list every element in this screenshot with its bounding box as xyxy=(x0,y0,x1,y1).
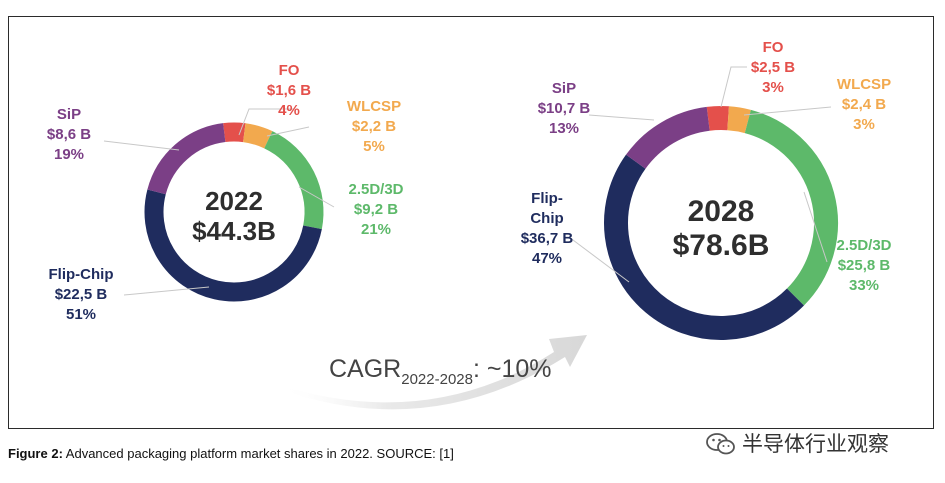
donut-2028-leader-wlcsp xyxy=(743,106,832,116)
donut-2028-slice-sip xyxy=(626,106,711,169)
donut-2022-label-flip-chip: Flip-Chip $22,5 B 51% xyxy=(49,266,114,323)
donut-2028-label-flip-chip: Flip-Chip $36,7 B 47% xyxy=(521,190,574,267)
donut-2028-leader-flip-chip xyxy=(568,236,630,283)
cagr-prefix: CAGR xyxy=(329,355,401,383)
donut-2028-leader-fo xyxy=(720,66,747,108)
cagr-suffix: : ~10% xyxy=(473,355,552,383)
donut-2022-leader-flip-chip xyxy=(123,286,210,296)
caption-text: Advanced packaging platform market share… xyxy=(62,446,454,461)
figure-caption: Figure 2: Advanced packaging platform ma… xyxy=(8,446,454,461)
cagr-arrow xyxy=(279,335,587,410)
donut-2028-center-value: $78.6B xyxy=(673,229,770,262)
wechat-icon xyxy=(706,433,735,455)
donut-2028-leader-sip xyxy=(588,114,655,121)
donut-2028-center-year: 2028 xyxy=(688,195,755,228)
figure-frame: 2022 $44.3B FO $1,6 B 4% WLCSP $2,2 B 5% 2.5D/3D… xyxy=(8,16,934,429)
watermark-text: 半导体行业观察 xyxy=(742,432,889,456)
cagr-label: CAGR2022-2028: ~10% xyxy=(329,355,552,388)
donut-2022-center-year: 2022 xyxy=(205,186,263,216)
donut-2028-leader-2-5d-3d xyxy=(803,191,828,263)
donut-2022-slice-2-5d-3d xyxy=(263,131,324,230)
donut-2028-slice-2-5d-3d xyxy=(744,109,838,306)
donut-2022-leader-sip xyxy=(103,140,180,151)
chart-canvas: 2022$44.3B FO $1,6 B 4% WLCSP $2,2 B 5% 2.5D/3D… xyxy=(47,39,892,410)
donut-2022-label-wlcsp: WLCSP $2,2 B 5% xyxy=(347,98,401,155)
caption-label: Figure 2: xyxy=(8,446,63,461)
donut-2028-label-sip: SiP $10,7 B 13% xyxy=(538,80,591,137)
donut-2022-label-2-5d-3d: 2.5D/3D $9,2 B 21% xyxy=(348,181,403,238)
donut-2022-leader-fo xyxy=(238,108,294,136)
donut-2028-slice-flip-chip xyxy=(604,154,804,340)
donut-2028-label-wlcsp: WLCSP $2,4 B 3% xyxy=(837,76,891,133)
donut-2022-leader-wlcsp xyxy=(266,126,310,137)
donut-2022-slice-wlcsp xyxy=(242,123,273,149)
donut-2028-slice-wlcsp xyxy=(727,106,751,134)
donut-2022-label-fo: FO $1,6 B 4% xyxy=(267,62,311,119)
donut-2022-center-value: $44.3B xyxy=(192,216,276,246)
donut-2022-leader-2-5d-3d xyxy=(298,186,335,208)
donut-2028-label-fo: FO $2,5 B 3% xyxy=(751,39,795,96)
donut-2022-slice-flip-chip xyxy=(144,189,322,302)
watermark: 半导体行业观察 xyxy=(706,428,889,458)
donut-2028-label-2-5d-3d: 2.5D/3D $25,8 B 33% xyxy=(836,237,891,294)
donut-2022-slice-sip xyxy=(147,123,226,195)
cagr-subscript: 2022-2028 xyxy=(401,371,473,388)
donut-2028-slice-fo xyxy=(706,106,729,131)
donut-2022-slice-fo xyxy=(223,122,246,143)
donut-2022-label-sip: SiP $8,6 B 19% xyxy=(47,106,91,163)
